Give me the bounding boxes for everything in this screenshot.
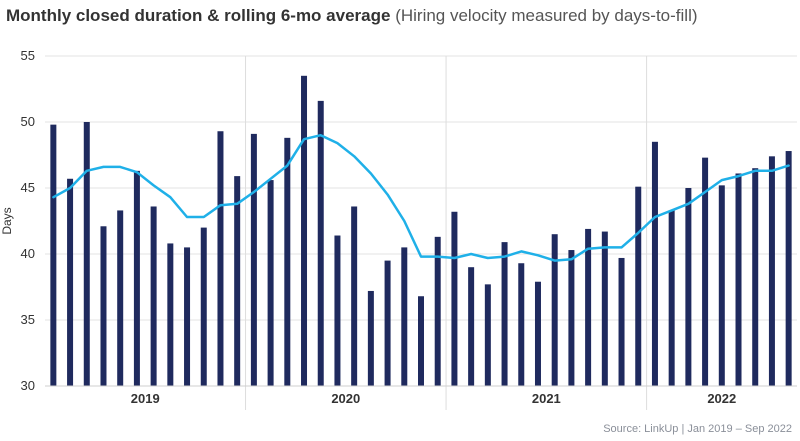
bar [434,236,441,386]
bar [334,235,341,386]
bar [250,133,257,386]
bar [735,173,742,386]
bar [167,243,174,386]
y-tick-label: 30 [21,378,35,393]
bar [217,131,224,386]
bar [401,247,408,386]
bar [651,141,658,386]
y-tick-label: 45 [21,180,35,195]
x-tick-label: 2020 [331,391,360,406]
chart-subtitle: (Hiring velocity measured by days-to-fil… [395,6,698,25]
y-tick-label: 50 [21,114,35,129]
bar [768,156,775,386]
x-tick-label: 2021 [532,391,561,406]
y-tick-label: 35 [21,312,35,327]
y-axis-title: Days [0,207,14,234]
bar [234,176,241,386]
bar [534,281,541,386]
x-tick-label: 2019 [131,391,160,406]
bar [50,124,57,386]
bar [568,250,575,386]
bar [585,228,592,386]
bar [100,226,107,386]
bar [284,137,291,386]
chart-title: Monthly closed duration & rolling 6-mo a… [6,6,698,26]
bar [184,247,191,386]
source-note: Source: LinkUp | Jan 2019 – Sep 2022 [603,423,792,435]
bar [501,242,508,386]
bar [133,170,140,386]
bar [451,211,458,386]
bar [718,185,725,386]
bar [117,210,124,386]
bar [351,206,358,386]
bar [468,267,475,386]
bar [702,157,709,386]
bar [618,257,625,386]
rolling-average-line [52,133,790,262]
bar [551,234,558,386]
bar [668,210,675,386]
bar [418,296,424,386]
bar [301,75,308,387]
bar [317,100,324,386]
y-tick-label: 55 [21,48,35,63]
bar [518,263,525,386]
y-tick-label: 40 [21,246,35,261]
bar [83,122,90,386]
bar [384,260,391,386]
bar [484,284,491,386]
bar [635,186,642,386]
bar [67,178,74,386]
bar [685,188,692,386]
bar [267,180,274,386]
x-tick-label: 2022 [707,391,736,406]
bar [752,168,759,386]
bar [150,206,157,386]
bar [367,290,374,386]
bar [601,231,608,386]
bar [785,151,792,386]
bar [200,227,207,386]
chart-title-main: Monthly closed duration & rolling 6-mo a… [6,6,391,25]
